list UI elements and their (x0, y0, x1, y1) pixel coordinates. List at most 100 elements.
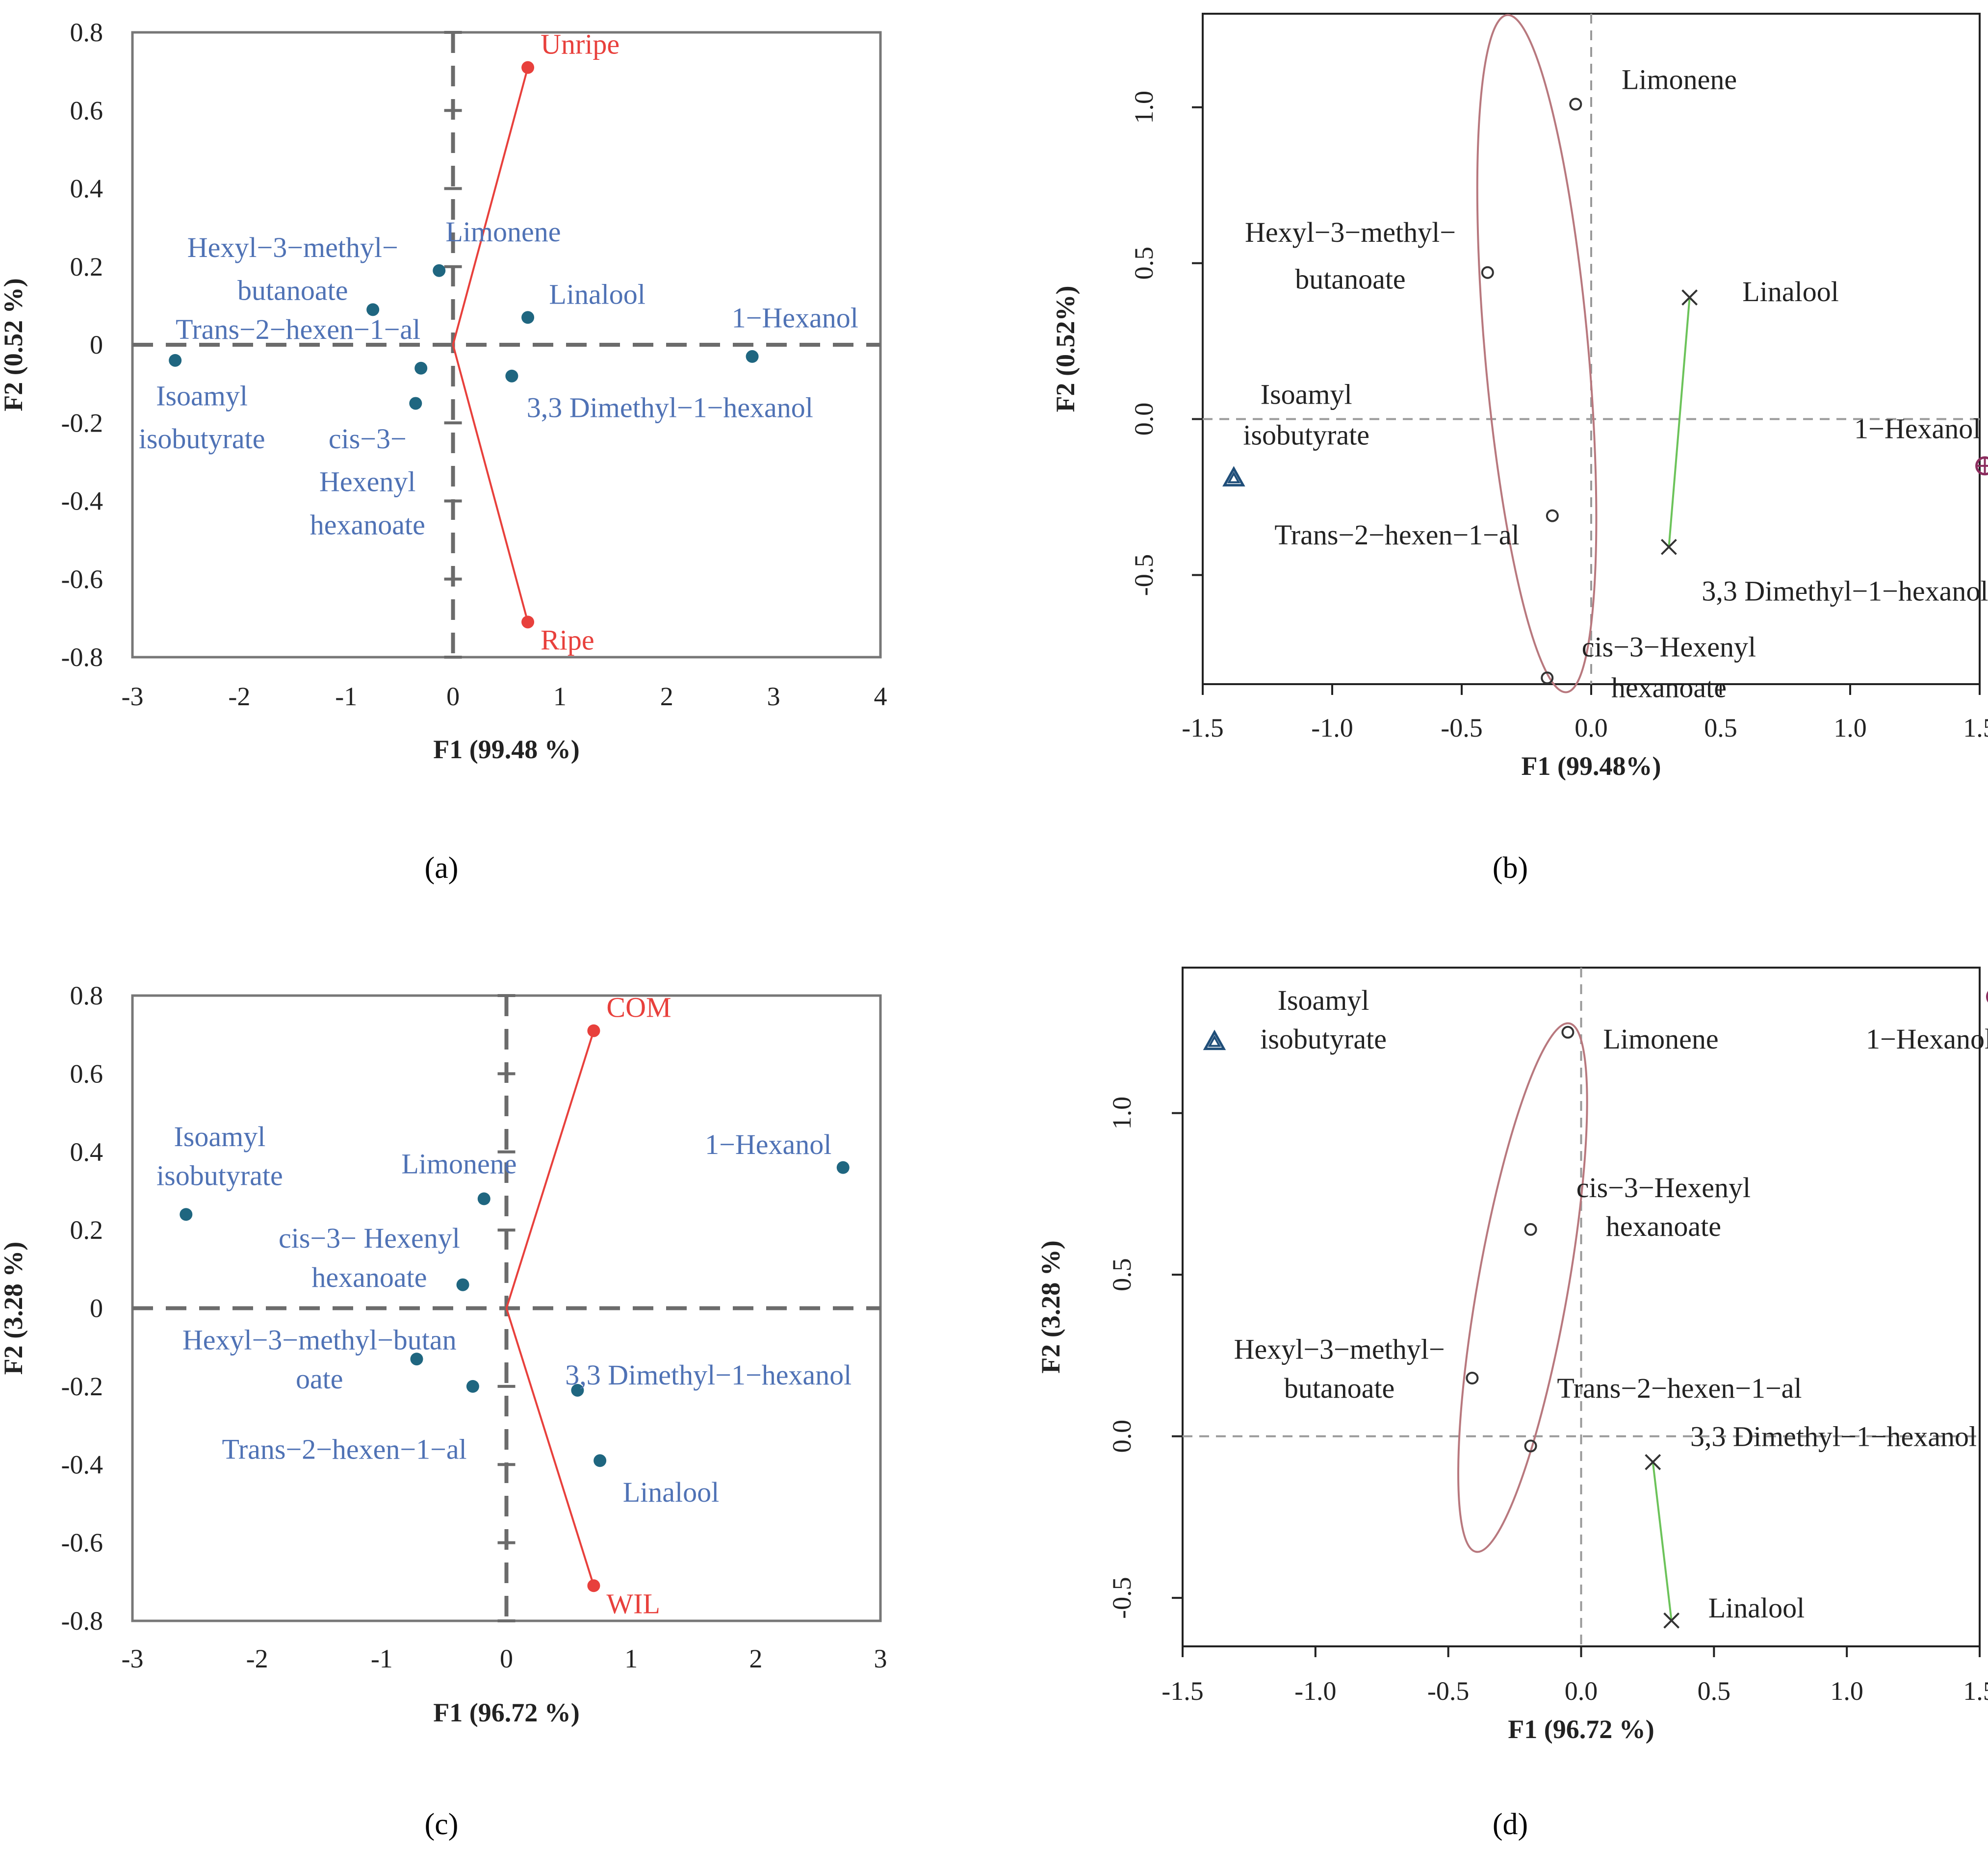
data-point-inner (1227, 471, 1240, 484)
data-label: butanoate (237, 275, 348, 307)
y-tick-label: 0 (90, 330, 103, 359)
data-label: Hexyl−3−methyl− (187, 231, 398, 263)
data-label: 3,3 Dimethyl−1−hexanol (565, 1359, 852, 1391)
data-point (409, 397, 422, 410)
data-label: Isoamyl (174, 1121, 265, 1153)
data-label: 1−Hexanol (732, 302, 858, 333)
y-tick-label: 0.5 (1107, 1258, 1136, 1291)
data-point (1569, 98, 1582, 111)
group-segment (1652, 1462, 1673, 1621)
data-label: Limonene (445, 216, 561, 248)
x-tick-label: 1 (553, 682, 567, 711)
data-label: Linalool (623, 1476, 720, 1508)
y-tick-label: -0.6 (61, 1528, 103, 1558)
panel-c-chart: -3 -2 -1 0 1 2 3 0.8 0.6 0.4 0.2 0 -0.2 -0.4 -0.6 -0.8 F… (0, 981, 887, 1841)
x-tick-label: -0.5 (1441, 713, 1482, 743)
x-tick-label: 0.0 (1575, 713, 1608, 743)
data-point (1541, 671, 1554, 685)
panel-caption: (b) (1493, 851, 1528, 885)
data-point (1466, 1371, 1479, 1384)
y-tick-label: 0.8 (70, 18, 103, 47)
x-axis-title: F1 (99.48%) (1522, 751, 1661, 781)
group-segment (1668, 297, 1691, 547)
panel-d-chart: -1.5 -1.0 -0.5 0.0 0.5 1.0 1.5 1.0 0.5 0.0 -0.5 F1 … (1036, 967, 1988, 1841)
y-axis-title: F2 (3.28 %) (0, 1242, 28, 1375)
data-label: isobutyrate (1260, 1023, 1387, 1055)
y-tick-label: 0.5 (1129, 247, 1159, 280)
data-label: Trans−2−hexen−1−al (176, 313, 420, 345)
data-point (571, 1383, 584, 1397)
data-label: cis−3− Hexenyl (279, 1222, 460, 1254)
data-label: cis−3− (329, 423, 407, 455)
data-label: Isoamyl (1261, 379, 1352, 410)
group-ellipse (1457, 1022, 1588, 1553)
data-point (521, 311, 535, 324)
x-tick-label: 0 (500, 1644, 513, 1673)
data-point (594, 1454, 607, 1467)
data-point (466, 1380, 479, 1393)
y-tick-label: -0.8 (61, 1606, 103, 1636)
vector-line (505, 1307, 595, 1586)
y-tick-label: 1.0 (1107, 1097, 1136, 1130)
vector-line (452, 67, 529, 345)
data-label: hexanoate (1606, 1210, 1721, 1242)
panel-b-chart: -1.5 -1.0 -0.5 0.0 0.5 1.0 1.5 1.0 0.5 0.0 -0.5 F1 … (1051, 13, 1988, 885)
data-label: Isoamyl (1278, 984, 1369, 1016)
data-label: Linalool (549, 278, 645, 310)
x-tick-label: 3 (874, 1644, 887, 1673)
data-label: Hexenyl (319, 466, 416, 498)
vector-endpoint (521, 615, 535, 629)
x-tick-label: -1.5 (1162, 1676, 1203, 1706)
y-tick-label: 0 (90, 1294, 103, 1323)
data-label: cis−3−Hexenyl (1582, 631, 1756, 663)
x-tick-label: -1.5 (1182, 713, 1223, 743)
x-tick-label: 1.0 (1833, 713, 1867, 743)
data-point (1203, 1029, 1226, 1050)
y-tick-label: -0.5 (1107, 1577, 1136, 1618)
panel-caption: (a) (425, 851, 459, 885)
data-label: butanoate (1284, 1372, 1394, 1404)
data-point (1660, 538, 1677, 555)
data-label: hexanoate (311, 1261, 427, 1293)
y-tick-label: 1.0 (1129, 91, 1159, 124)
y-tick-label: 0.4 (70, 174, 103, 204)
x-tick-label: 3 (767, 682, 780, 711)
data-point (1546, 509, 1559, 522)
vector-endpoint (521, 61, 535, 74)
y-tick-label: 0.0 (1107, 1420, 1136, 1453)
y-tick-label: -0.5 (1129, 554, 1159, 596)
data-label: Limonene (1603, 1023, 1718, 1055)
data-label: 3,3 Dimethyl−1−hexanol (527, 391, 813, 423)
panel-a-chart: -3 -2 -1 0 1 2 3 4 0.8 0.6 0.4 0.2 0 -0.2 -0.4 -0.6 -0.8… (0, 18, 887, 885)
data-point (1561, 1025, 1575, 1039)
data-point-plus (1976, 457, 1988, 474)
x-tick-label: -0.5 (1427, 1676, 1469, 1706)
data-point (836, 1161, 850, 1174)
y-axis-title: F2 (0.52 %) (0, 278, 28, 411)
x-tick-label: -1.0 (1294, 1676, 1336, 1706)
data-point (1663, 1612, 1680, 1629)
y-axis-title: F2 (3.28 %) (1036, 1240, 1065, 1373)
x-tick-label: 0.0 (1565, 1676, 1598, 1706)
x-tick-label: 0.5 (1704, 713, 1737, 743)
x-axis-title: F1 (99.48 %) (433, 735, 579, 764)
data-point (477, 1192, 491, 1205)
data-label: oate (296, 1363, 343, 1395)
x-tick-label: 1 (624, 1644, 638, 1673)
x-axis-title: F1 (96.72 %) (1508, 1715, 1654, 1744)
vector-endpoint (587, 1579, 600, 1592)
data-label: Trans−2−hexen−1−al (1274, 519, 1519, 551)
y-tick-label: 0.4 (70, 1137, 103, 1167)
y-tick-label: -0.4 (61, 487, 103, 516)
y-tick-label: 0.0 (1129, 403, 1159, 436)
data-point (1481, 266, 1494, 279)
y-tick-label: 0.6 (70, 1059, 103, 1088)
data-label: Isoamyl (156, 380, 248, 412)
panel-caption: (c) (425, 1808, 459, 1841)
data-point (180, 1208, 193, 1221)
data-label: Linalool (1742, 276, 1839, 307)
data-point (169, 354, 182, 367)
x-tick-label: -1 (335, 682, 357, 711)
vector-label: WIL (606, 1588, 660, 1619)
